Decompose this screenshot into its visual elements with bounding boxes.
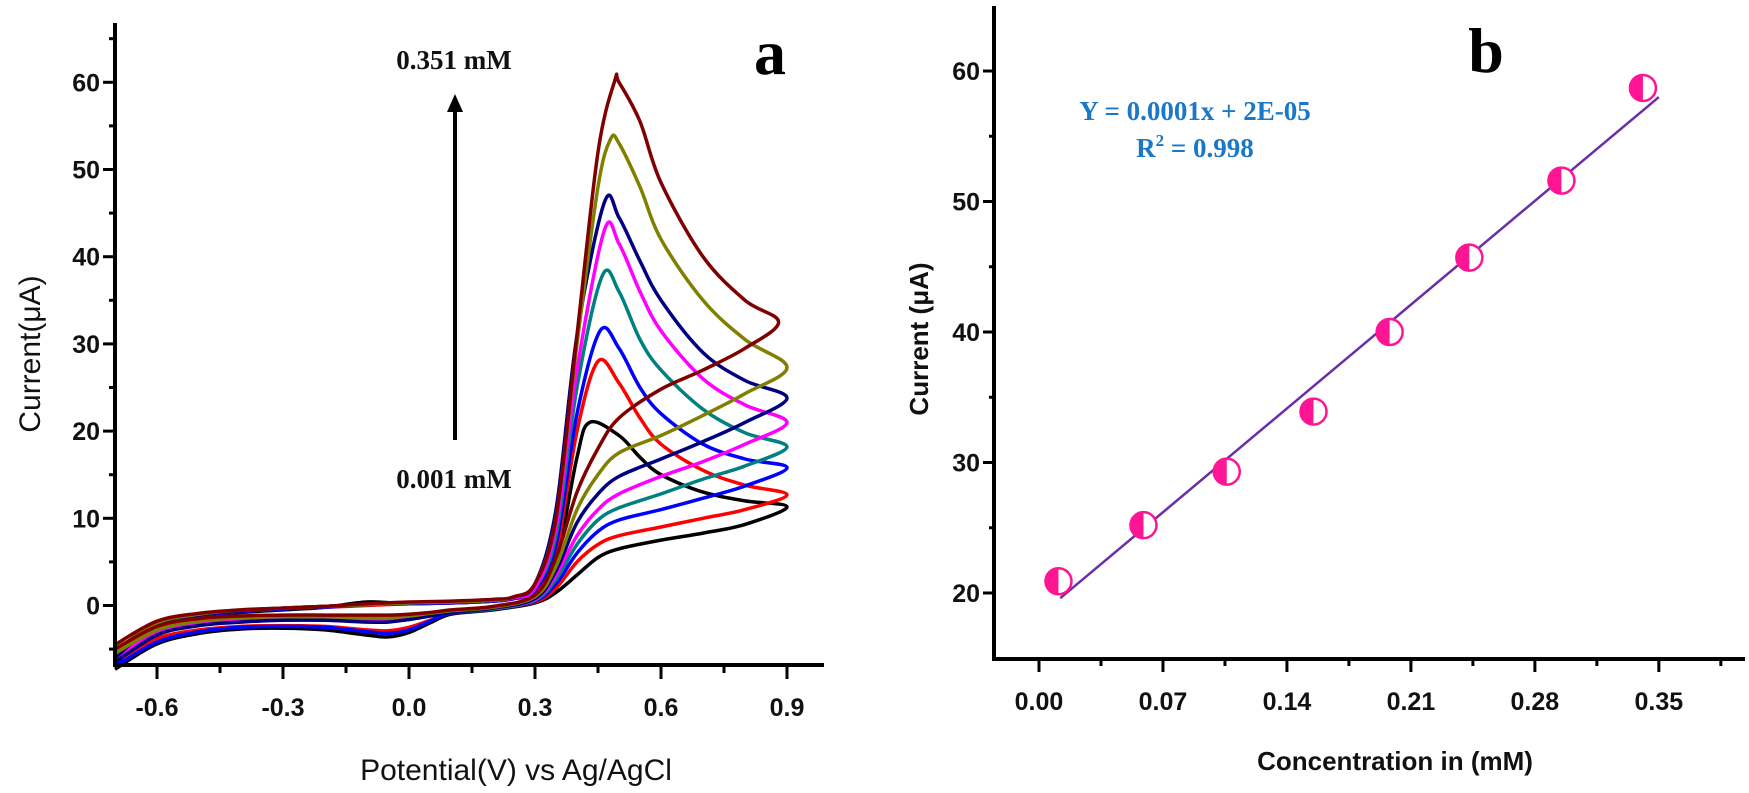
x-axis-title: Concentration in (mM): [1257, 746, 1533, 776]
x-axis-title: Potential(V) vs Ag/AgCl: [360, 754, 672, 787]
y-tick-label: 20: [952, 580, 980, 608]
x-tick-label: 0.3: [518, 694, 553, 722]
axis-ticks: 0 10 20 30 40 50 60 -0.6 -0.3 0.0 0.3 0.6 0.9: [72, 37, 805, 722]
y-tick-label: 0: [86, 593, 100, 621]
cv-curve-8: [114, 72, 781, 651]
regression-equation: Y = 0.0001x + 2E-05: [1079, 96, 1311, 126]
data-point: [1628, 73, 1658, 103]
data-point: [1044, 567, 1073, 596]
cv-curves: [113, 72, 789, 671]
arrow-up-icon: [447, 94, 463, 440]
data-point: [1129, 510, 1158, 540]
annotation-bottom-concentration: 0.001 mM: [396, 464, 511, 494]
annotation-top-concentration: 0.351 mM: [396, 45, 511, 75]
y-tick-label: 40: [72, 244, 100, 272]
r-superscript: 2: [1156, 131, 1165, 150]
y-tick-label: 10: [72, 505, 100, 533]
x-tick-label: 0.00: [1015, 688, 1064, 716]
x-tick-label: -0.3: [261, 694, 304, 722]
data-point: [1375, 317, 1404, 347]
r-squared-label: R2 = 0.998: [1136, 131, 1254, 163]
cv-curve-6: [113, 193, 789, 664]
data-point: [1299, 397, 1328, 426]
cv-curve-1: [113, 419, 789, 671]
y-tick-label: 40: [952, 319, 980, 347]
y-tick-label: 60: [72, 69, 100, 97]
y-tick-label: 20: [72, 418, 100, 446]
y-tick-label: 60: [952, 58, 980, 86]
x-tick-label: 0.14: [1263, 688, 1312, 716]
x-tick-label: 0.28: [1511, 688, 1560, 716]
data-point: [1547, 166, 1576, 195]
data-marks: [1044, 73, 1660, 600]
panel-b-calibration-plot: 20 30 40 50 60 0.00 0.07 0.14 0.21 0.28 0.35 Curre…: [904, 6, 1745, 776]
x-tick-label: 0.9: [770, 694, 805, 722]
x-tick-label: 0.07: [1139, 688, 1188, 716]
x-tick-label: 0.6: [644, 694, 679, 722]
panel-label-a: a: [754, 17, 786, 88]
y-tick-label: 30: [952, 450, 980, 478]
y-tick-label: 50: [72, 157, 100, 185]
panel-label-b: b: [1468, 15, 1504, 86]
y-axis-title: Current(μA): [14, 275, 47, 432]
x-tick-label: 0.35: [1635, 688, 1684, 716]
x-tick-label: 0.0: [392, 694, 427, 722]
y-axis-title: Current (μA): [904, 262, 934, 415]
axis-ticks: 20 30 40 50 60 0.00 0.07 0.14 0.21 0.28 0.35: [952, 58, 1723, 716]
data-point: [1455, 243, 1484, 272]
y-tick-label: 30: [72, 331, 100, 359]
x-tick-label: 0.21: [1387, 688, 1436, 716]
panel-a-cyclic-voltammogram: 0 10 20 30 40 50 60 -0.6 -0.3 0.0 0.3 0.6 0.9 Curren…: [14, 17, 824, 787]
y-tick-label: 50: [952, 189, 980, 217]
cv-curve-5: [113, 220, 789, 660]
r-squared-value: = 0.998: [1164, 133, 1254, 163]
r-label: R: [1136, 133, 1156, 163]
x-tick-label: -0.6: [135, 694, 178, 722]
data-point: [1212, 457, 1241, 486]
